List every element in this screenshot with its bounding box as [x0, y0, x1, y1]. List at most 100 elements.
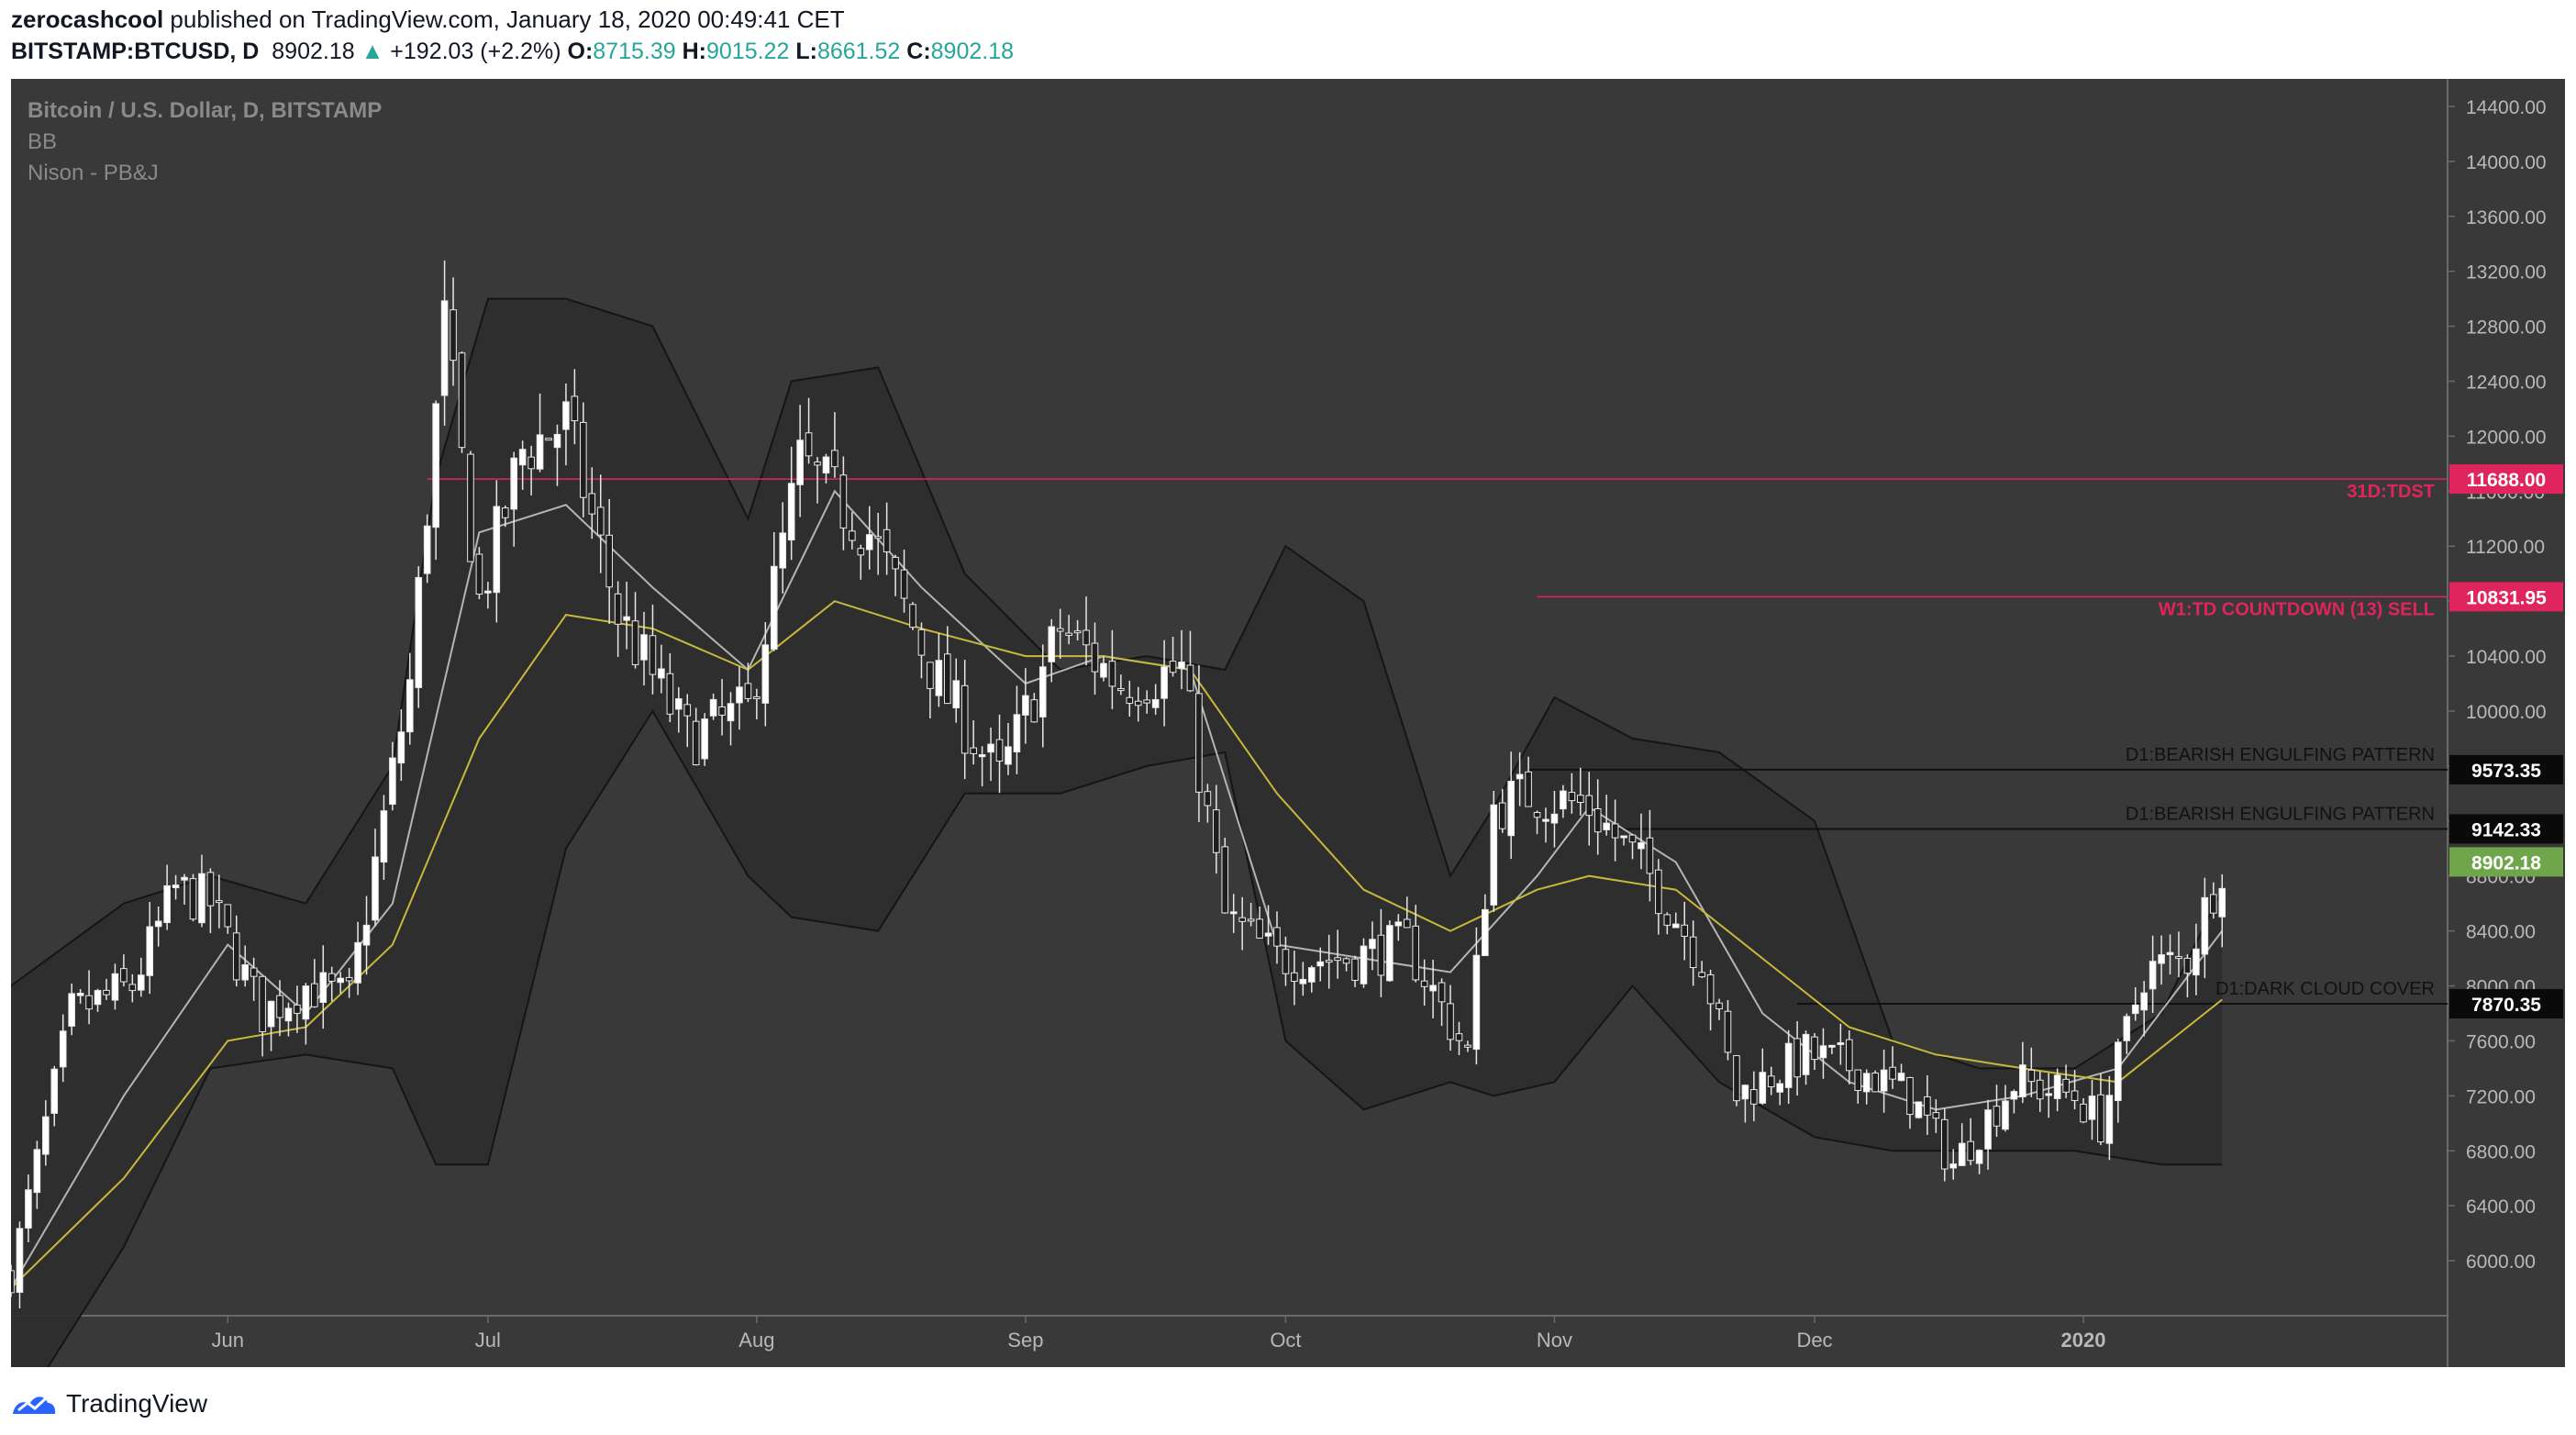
candle-body-183 [1593, 808, 1602, 833]
candle-body-96 [839, 474, 848, 528]
candle-body-219 [1906, 1076, 1914, 1116]
candle-body-3 [33, 1149, 41, 1194]
candle-body-103 [900, 569, 908, 599]
candle-body-242 [2105, 1095, 2114, 1144]
candle-body-197 [1715, 1002, 1723, 1010]
candle-body-14 [128, 984, 137, 992]
y-tick-label-6000: 6000.00 [2466, 1251, 2536, 1273]
candle-body-67 [588, 493, 596, 515]
candle-body-23 [206, 872, 215, 907]
candle-body-254 [2209, 894, 2217, 914]
candle-body-57 [501, 507, 509, 518]
candle-body-145 [1264, 932, 1272, 937]
candle-body-244 [2123, 1016, 2131, 1041]
price-tag-level-4-bg [2449, 988, 2563, 1018]
x-tick-label-1: Jul [475, 1329, 501, 1352]
candle-body-168 [1464, 1044, 1471, 1048]
candle-body-233 [2027, 1069, 2036, 1083]
candle-body-16 [146, 926, 154, 976]
candle-body-97 [849, 530, 856, 541]
x-tick-label-0: Jun [212, 1329, 244, 1352]
ohlc-bar: BITSTAMP:BTCUSD, D 8902.18 ▲ +192.03 (+2… [11, 39, 1014, 65]
legend-nison: Nison - PB&J [28, 161, 159, 185]
candle-body-94 [822, 456, 830, 474]
horizontal-levels: 31D:TDST W1:TD COUNTDOWN (13) SELL D1:BEAR… [427, 478, 2448, 1005]
candle-body-107 [935, 660, 943, 696]
candle-body-43 [380, 810, 388, 863]
time-axis[interactable]: Jun Jul Aug Sep Oct Nov Dec 2020 [212, 1316, 2106, 1352]
candle-body-58 [510, 457, 518, 510]
footer-logo[interactable]: TradingView [11, 1384, 207, 1424]
bb-lower-line [10, 709, 2223, 1427]
low-value: 8661.52 [816, 39, 901, 64]
author-name[interactable]: zerocashcool [11, 6, 164, 33]
candle-body-170 [1482, 908, 1489, 957]
candle-body-189 [1646, 837, 1654, 874]
candle-body-12 [111, 973, 119, 1001]
candle-body-10 [94, 990, 102, 1006]
candle-body-17 [154, 920, 162, 928]
candle-body-99 [865, 534, 873, 551]
candle-body-252 [2193, 948, 2200, 976]
candle-body-108 [944, 653, 951, 705]
candle-body-20 [181, 876, 188, 881]
candle-body-66 [580, 421, 587, 498]
candle-body-160 [1394, 921, 1403, 927]
candle-body-75 [658, 668, 665, 679]
candle-body-157 [1369, 939, 1376, 950]
candle-body-76 [666, 673, 674, 715]
candle-body-52 [458, 352, 466, 449]
candle-body-104 [909, 604, 916, 629]
candle-body-134 [1169, 661, 1177, 673]
candle-body-49 [432, 403, 439, 528]
candle-body-151 [1316, 961, 1325, 967]
price-tag-level-0: 11688.00 [2467, 470, 2546, 491]
candle-body-253 [2201, 896, 2209, 955]
y-tick-label-7200: 7200.00 [2466, 1086, 2536, 1107]
y-tick-label-13200: 13200.00 [2466, 262, 2547, 284]
candle-body-188 [1638, 842, 1645, 850]
candle-body-114 [995, 739, 1004, 762]
candle-body-227 [1975, 1150, 1983, 1164]
low-label: L: [795, 39, 817, 64]
candle-body-101 [883, 528, 891, 552]
candle-body-100 [874, 536, 883, 540]
candle-body-42 [372, 856, 379, 921]
candle-body-203 [1767, 1075, 1775, 1088]
candle-body-241 [2097, 1094, 2104, 1143]
candle-body-177 [1542, 818, 1549, 822]
y-tick-label-10000: 10000.00 [2466, 702, 2547, 723]
level-label-0: 31D:TDST [2347, 482, 2435, 502]
candle-body-83 [727, 703, 735, 722]
bollinger-band-fill [10, 297, 2224, 1427]
price-axis-background [2448, 79, 2565, 1367]
candle-body-229 [1993, 1106, 2001, 1127]
candle-body-237 [2062, 1078, 2070, 1093]
candle-body-174 [1516, 773, 1524, 780]
chart-frame[interactable]: 31D:TDST W1:TD COUNTDOWN (13) SELL D1:BEAR… [7, 79, 2565, 1427]
candle-body-15 [137, 974, 145, 991]
candle-body-63 [553, 433, 561, 449]
candle-body-124 [1083, 629, 1090, 646]
candle-body-191 [1663, 914, 1671, 926]
price-chart[interactable]: 31D:TDST W1:TD COUNTDOWN (13) SELL D1:BEAR… [7, 79, 2565, 1427]
price-tag-level-1-bg [2449, 582, 2563, 612]
candle-body-223 [1940, 1118, 1949, 1170]
tradingview-logo-icon [13, 1396, 56, 1414]
candle-body-246 [2140, 992, 2148, 1011]
candle-body-126 [1100, 662, 1107, 678]
candle-body-116 [1013, 714, 1021, 752]
candle-body-86 [753, 695, 761, 699]
candle-body-125 [1091, 642, 1099, 673]
candle-body-65 [571, 395, 579, 422]
x-tick-label-4: Oct [1270, 1329, 1301, 1352]
candle-body-194 [1689, 936, 1697, 969]
candle-body-47 [415, 576, 423, 688]
candle-body-123 [1073, 630, 1082, 634]
candle-body-206 [1793, 1038, 1801, 1078]
open-value: 8715.39 [593, 39, 676, 64]
candle-body-120 [1048, 626, 1056, 662]
y-tick-label-10400: 10400.00 [2466, 647, 2547, 668]
candle-body-18 [163, 884, 171, 924]
level-label-4: D1:DARK CLOUD COVER [2215, 979, 2435, 999]
